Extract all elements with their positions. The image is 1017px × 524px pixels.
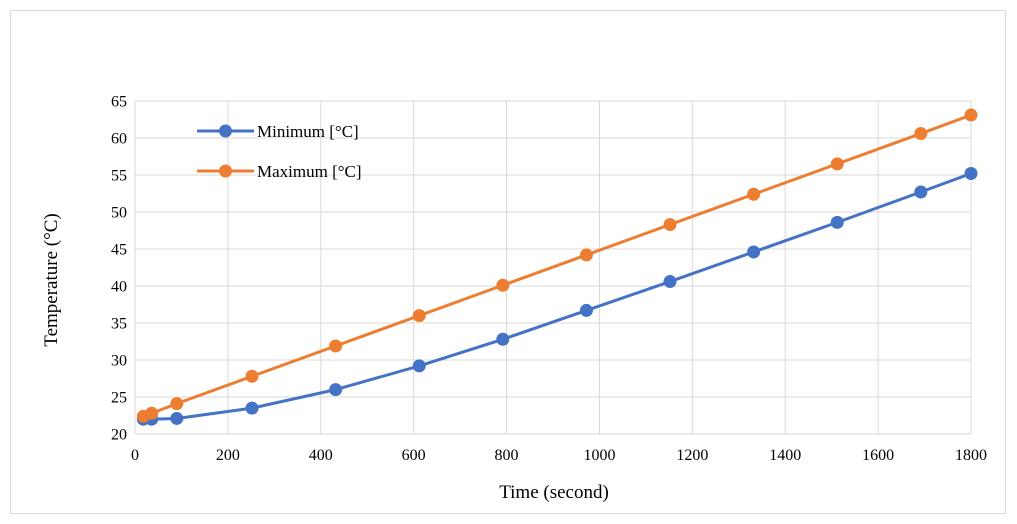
y-tick-label: 45	[111, 242, 127, 259]
data-point-maximum	[145, 406, 159, 420]
y-axis-title: Temperature (°C)	[41, 213, 62, 346]
y-tick-label: 20	[111, 427, 127, 444]
data-point-maximum	[496, 278, 510, 292]
data-point-minimum	[747, 245, 761, 259]
data-point-minimum	[412, 359, 426, 373]
x-tick-label: 1200	[676, 447, 708, 464]
data-point-maximum	[663, 218, 677, 232]
data-point-minimum	[170, 411, 184, 425]
data-point-minimum	[964, 167, 978, 181]
y-tick-label: 35	[111, 316, 127, 333]
chart-frame	[10, 10, 1006, 514]
data-point-maximum	[170, 397, 184, 411]
data-point-maximum	[245, 369, 259, 383]
x-tick-label: 800	[495, 447, 519, 464]
data-point-maximum	[964, 108, 978, 122]
x-tick-label: 1000	[583, 447, 615, 464]
x-tick-label: 400	[309, 447, 333, 464]
grid-lines	[134, 100, 972, 435]
data-point-maximum	[579, 248, 593, 262]
legend-marker	[219, 164, 232, 178]
data-point-minimum	[663, 275, 677, 289]
x-tick-label: 1600	[862, 447, 894, 464]
legend-label: Minimum [°C]	[257, 122, 359, 141]
data-point-maximum	[412, 309, 426, 323]
data-point-minimum	[329, 383, 343, 397]
series-layer	[136, 108, 978, 426]
data-point-minimum	[830, 215, 844, 229]
data-point-minimum	[245, 401, 259, 415]
data-point-maximum	[830, 157, 844, 171]
legend: Minimum [°C] Maximum [°C]	[197, 122, 362, 181]
data-point-minimum	[496, 332, 510, 346]
y-tick-label: 65	[111, 94, 127, 111]
y-tick-label: 30	[111, 353, 127, 370]
data-point-minimum	[914, 185, 928, 199]
data-point-minimum	[579, 303, 593, 317]
y-tick-label: 25	[111, 390, 127, 407]
y-tick-label: 40	[111, 279, 127, 296]
y-tick-labels: 20 25 30 35 40 45 50 55 60 65	[111, 94, 127, 444]
x-tick-label: 600	[402, 447, 426, 464]
data-point-maximum	[914, 127, 928, 141]
y-tick-label: 55	[111, 168, 127, 185]
y-tick-label: 60	[111, 131, 127, 148]
x-axis-title: Time (second)	[499, 482, 609, 503]
y-tick-label: 50	[111, 205, 127, 222]
series-line-minimum	[141, 172, 973, 421]
x-tick-labels: 0 200 400 600 800 1000 1200 1400 1600 1800	[131, 447, 987, 464]
x-tick-label: 200	[216, 447, 240, 464]
legend-label: Maximum [°C]	[257, 162, 362, 181]
x-tick-label: 1400	[769, 447, 801, 464]
legend-marker	[219, 124, 232, 138]
data-point-maximum	[747, 187, 761, 201]
data-point-maximum	[329, 339, 343, 353]
series-line-maximum	[141, 113, 973, 418]
x-tick-label: 1800	[955, 447, 987, 464]
x-tick-label: 0	[131, 447, 139, 464]
